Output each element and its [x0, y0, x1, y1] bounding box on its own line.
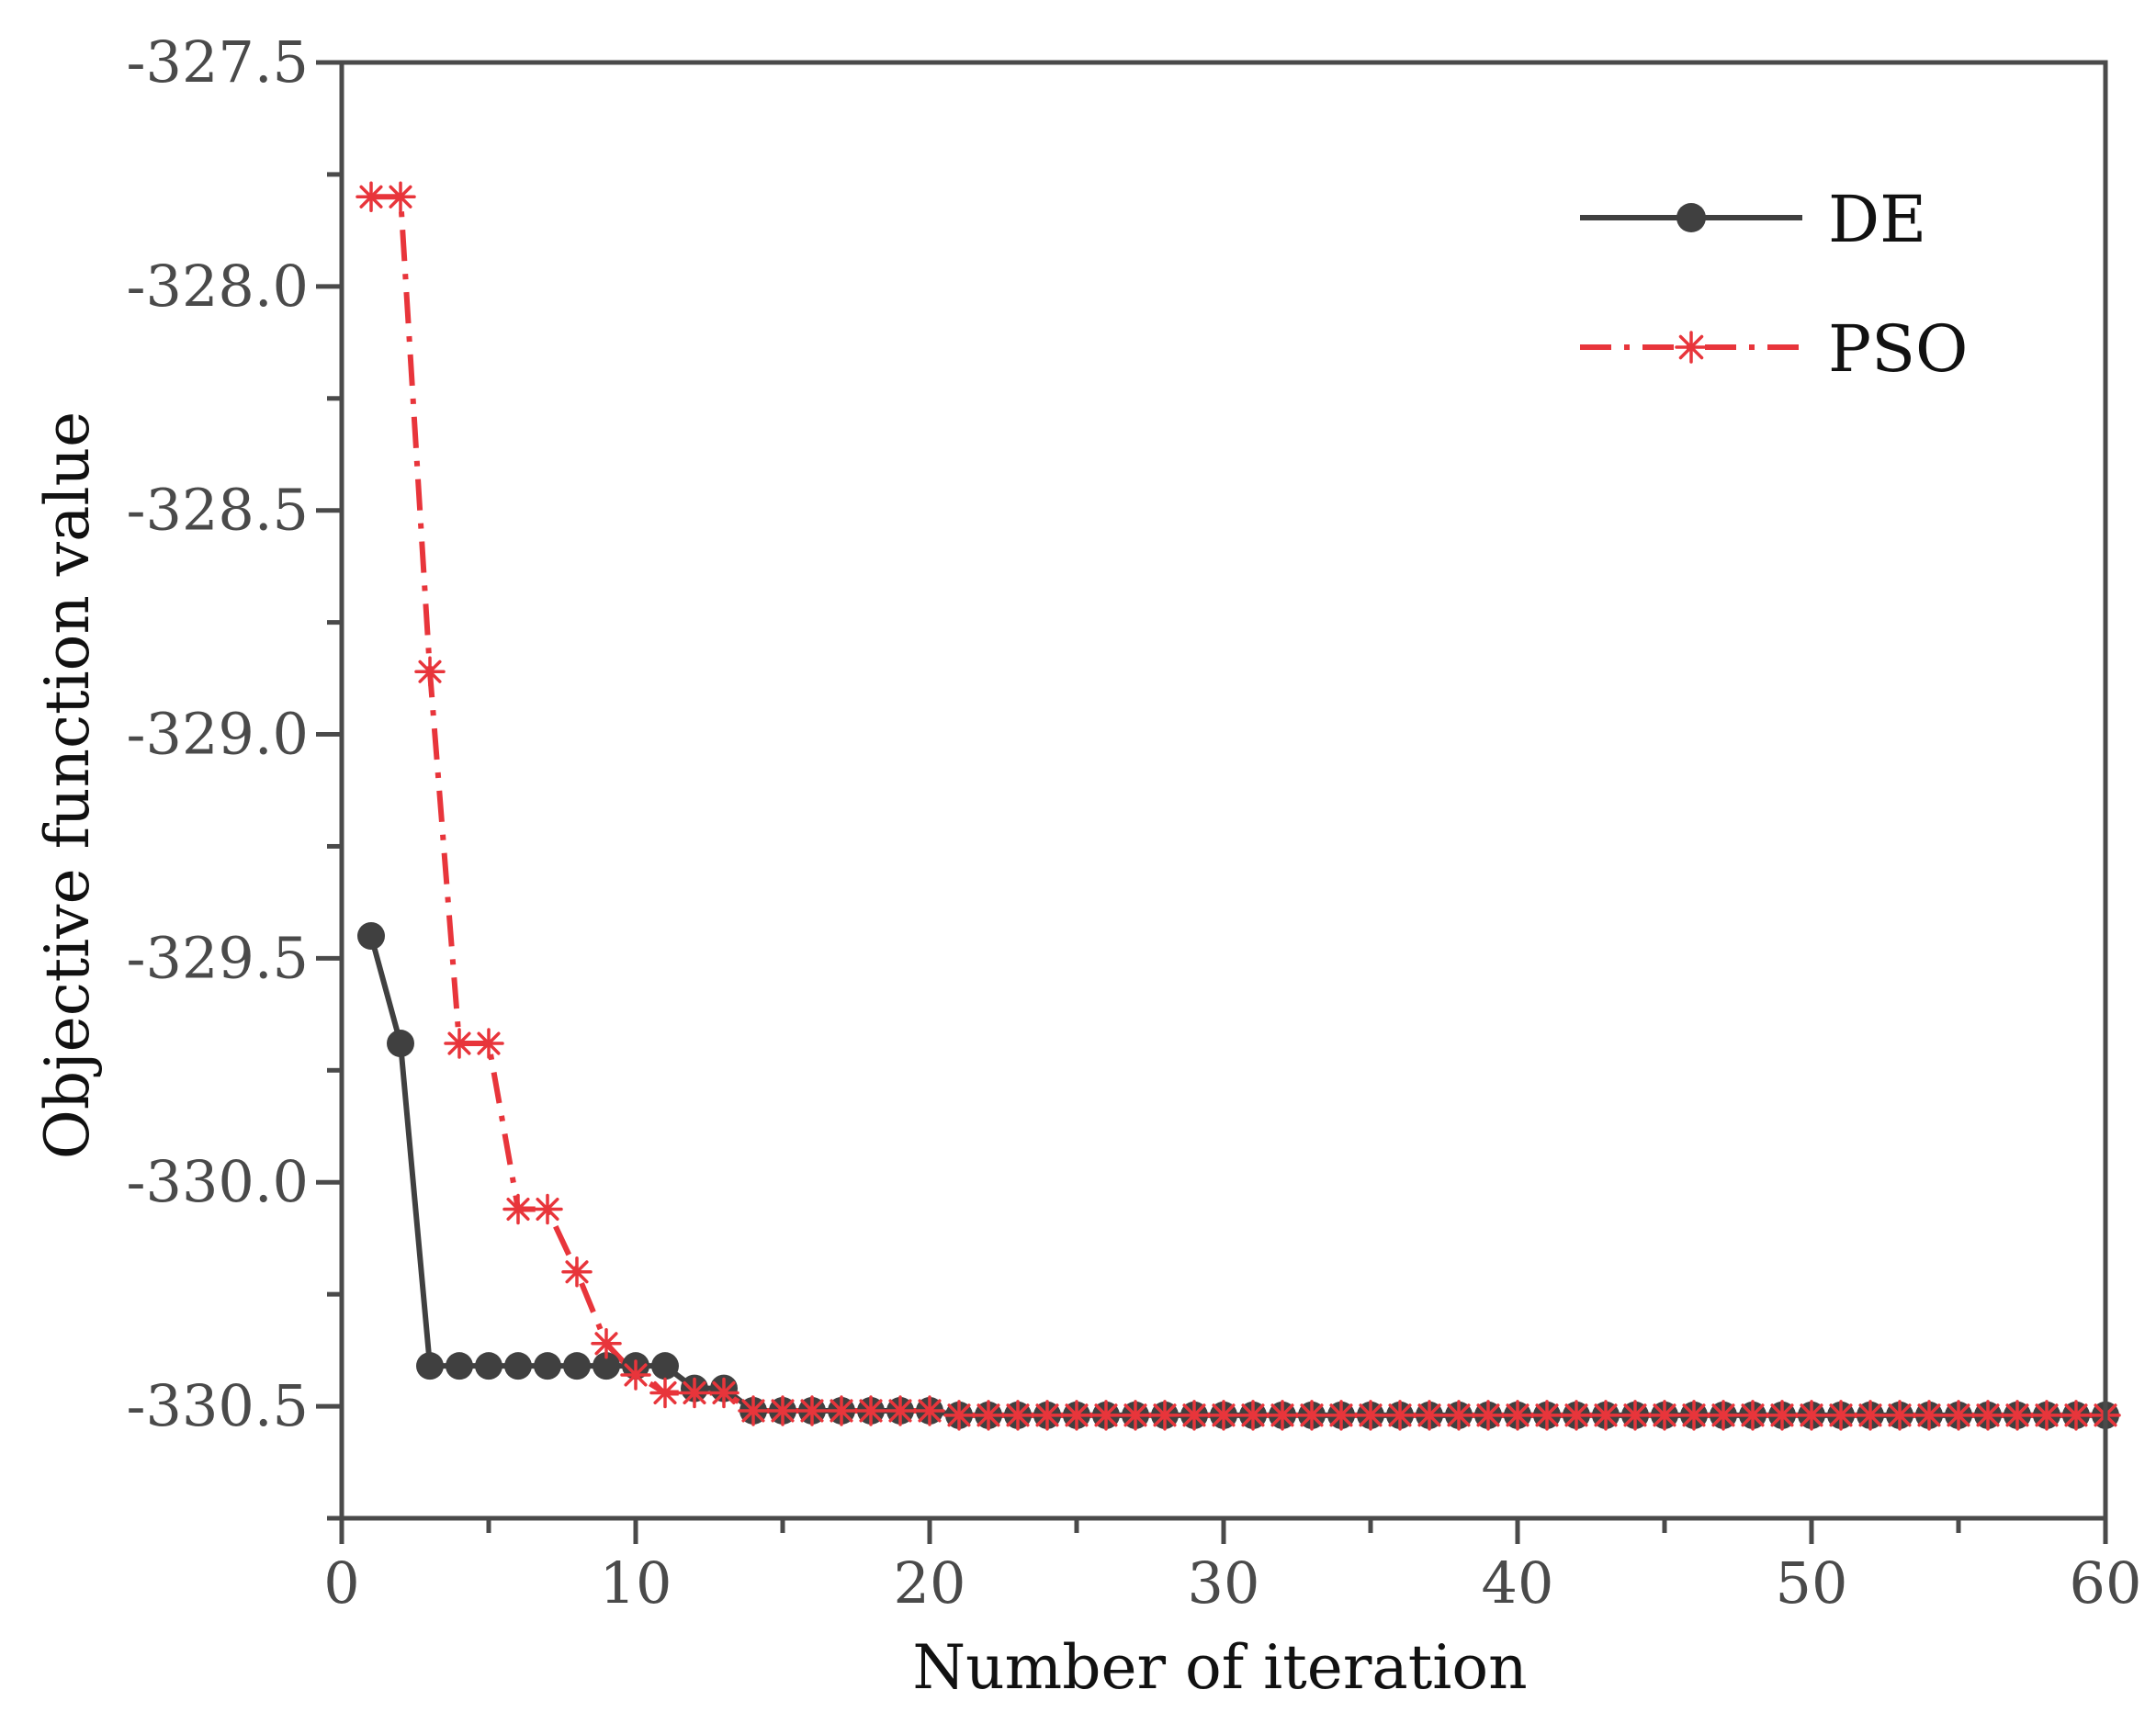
pso-point [1237, 1400, 1269, 1431]
pso-point [1179, 1400, 1210, 1431]
y-tick-label: -330.0 [127, 1148, 309, 1215]
pso-point [1531, 1400, 1563, 1431]
x-tick-label: 10 [600, 1549, 672, 1617]
pso-point [385, 181, 416, 213]
pso-point [1943, 1400, 1974, 1431]
legend-label-pso: PSO [1828, 311, 1968, 387]
pso-point [502, 1193, 534, 1225]
x-axis-ticks: 0 10 20 30 40 50 60 [323, 1518, 2141, 1617]
pso-point [561, 1256, 593, 1288]
de-point [416, 1352, 444, 1380]
pso-point [973, 1400, 1004, 1431]
y-tick-label: -329.0 [127, 701, 309, 768]
de-point [357, 922, 385, 950]
legend-label-de: DE [1828, 182, 1926, 257]
de-point [446, 1352, 473, 1380]
pso-point [1384, 1400, 1416, 1431]
pso-point [1855, 1400, 1886, 1431]
plot-frame [339, 60, 2108, 1521]
x-tick-label: 40 [1482, 1549, 1554, 1617]
series-markers [356, 181, 2121, 1431]
pso-point [532, 1193, 563, 1225]
pso-point [1414, 1400, 1445, 1431]
y-tick-label: -330.5 [127, 1372, 309, 1439]
pso-point [885, 1395, 916, 1426]
pso-point [1443, 1400, 1474, 1431]
pso-point [1326, 1400, 1357, 1431]
x-tick-label: 50 [1776, 1549, 1848, 1617]
pso-point [1884, 1400, 1915, 1431]
x-tick-label: 30 [1188, 1549, 1260, 1617]
legend: DE PSO [1580, 182, 1968, 387]
de-point [593, 1352, 620, 1380]
pso-point [1120, 1400, 1151, 1431]
pso-point [1561, 1400, 1592, 1431]
y-tick-label: -327.5 [127, 28, 309, 96]
pso-point [2060, 1400, 2092, 1431]
legend-marker-pso [1675, 331, 1708, 364]
pso-point [1708, 1400, 1739, 1431]
pso-point [708, 1377, 739, 1409]
y-axis-ticks: -327.5 -328.0 -328.5 -329.0 -329.5 -330.0 -330… [127, 28, 342, 1521]
y-tick-label: -328.5 [127, 477, 309, 544]
legend-marker-de [1676, 203, 1706, 232]
x-axis-title: Number of iteration [912, 1632, 1527, 1703]
pso-point [1296, 1400, 1327, 1431]
pso-point [2002, 1400, 2033, 1431]
pso-point [2031, 1400, 2062, 1431]
de-point [475, 1352, 502, 1380]
pso-point [649, 1377, 681, 1409]
pso-point [414, 656, 446, 688]
y-tick-label: -328.0 [127, 253, 309, 320]
pso-point [914, 1395, 945, 1426]
de-point [563, 1352, 591, 1380]
pso-point [1002, 1400, 1033, 1431]
pso-point [1737, 1400, 1768, 1431]
pso-point [620, 1359, 651, 1391]
pso-point [591, 1328, 622, 1359]
pso-point [826, 1395, 857, 1426]
pso-point [1678, 1400, 1710, 1431]
pso-point [1208, 1400, 1239, 1431]
pso-point [1649, 1400, 1680, 1431]
pso-point [1090, 1400, 1122, 1431]
x-tick-label: 0 [323, 1549, 359, 1617]
pso-point [679, 1377, 710, 1409]
pso-point [444, 1028, 475, 1059]
pso-point [1972, 1400, 2004, 1431]
pso-point [1473, 1400, 1504, 1431]
pso-point [356, 181, 387, 213]
y-tick-label: -329.5 [127, 924, 309, 991]
pso-point [738, 1395, 769, 1426]
pso-point [767, 1395, 798, 1426]
pso-point [1825, 1400, 1857, 1431]
y-axis-title: Objective function value [32, 411, 103, 1159]
pso-point [1913, 1400, 1945, 1431]
pso-point [1767, 1400, 1798, 1431]
de-point [504, 1352, 532, 1380]
series-line-de [368, 935, 2105, 1418]
pso-point [1267, 1400, 1298, 1431]
pso-point [855, 1395, 886, 1426]
pso-point [1149, 1400, 1180, 1431]
pso-point [1796, 1400, 1827, 1431]
de-point [387, 1030, 414, 1058]
pso-point [473, 1028, 504, 1059]
pso-point [1620, 1400, 1651, 1431]
pso-point [796, 1395, 828, 1426]
pso-point [1502, 1400, 1533, 1431]
x-tick-label: 60 [2070, 1549, 2142, 1617]
pso-point [943, 1400, 975, 1431]
x-tick-label: 20 [894, 1549, 966, 1617]
pso-point [1032, 1400, 1063, 1431]
pso-point [1061, 1400, 1092, 1431]
de-point [651, 1352, 679, 1380]
pso-point [1355, 1400, 1386, 1431]
de-point [534, 1352, 561, 1380]
pso-point [1590, 1400, 1621, 1431]
